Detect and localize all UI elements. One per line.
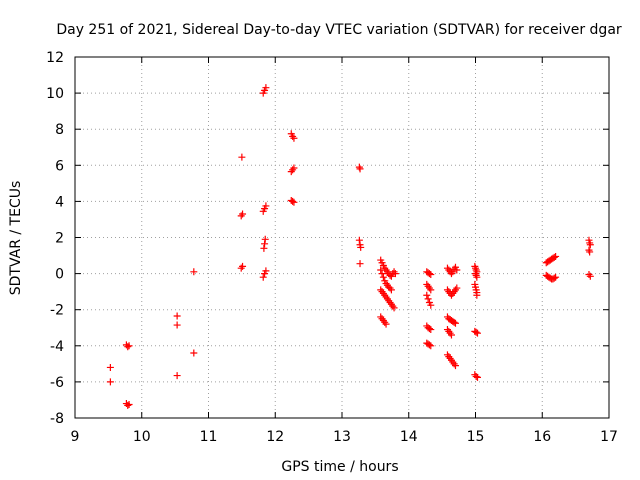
x-tick-label: 17	[600, 429, 618, 445]
data-point	[586, 241, 594, 249]
data-point	[387, 286, 395, 294]
y-tick-label: -6	[50, 375, 64, 391]
data-point	[125, 342, 133, 350]
data-point	[425, 341, 433, 349]
data-point	[473, 291, 481, 299]
y-tick-label: -2	[50, 303, 64, 319]
data-point	[424, 295, 432, 303]
data-point	[427, 342, 435, 350]
data-point	[427, 271, 435, 279]
x-tick-label: 16	[533, 429, 551, 445]
data-points	[106, 84, 594, 409]
data-point	[425, 270, 433, 278]
data-point	[552, 273, 560, 281]
data-point	[427, 301, 435, 309]
chart-title: Day 251 of 2021, Sidereal Day-to-day VTE…	[56, 22, 622, 38]
data-point	[451, 362, 459, 370]
data-point	[427, 326, 435, 334]
x-tick-label: 13	[333, 429, 351, 445]
data-point	[391, 270, 399, 278]
data-point	[357, 243, 365, 251]
data-point	[262, 267, 270, 275]
data-point	[289, 197, 297, 205]
x-tick-label: 14	[400, 429, 418, 445]
y-tick-label: 0	[55, 267, 64, 283]
data-point	[173, 372, 181, 380]
y-axis-title: SDTVAR / TECUs	[8, 181, 24, 296]
y-tick-label: 2	[55, 231, 64, 247]
data-point	[290, 164, 298, 172]
data-point	[378, 270, 386, 278]
data-point	[239, 210, 247, 218]
data-point	[173, 321, 181, 329]
data-point	[106, 363, 114, 371]
data-point	[472, 372, 480, 380]
y-tick-label: -4	[50, 339, 64, 355]
data-point	[261, 235, 269, 243]
data-point	[450, 318, 458, 326]
data-point	[190, 268, 198, 276]
data-point	[173, 312, 181, 320]
x-tick-label: 10	[133, 429, 151, 445]
data-point	[239, 262, 247, 270]
y-tick-label: 6	[55, 158, 64, 174]
data-point	[390, 304, 398, 312]
data-point	[474, 373, 482, 381]
data-point	[427, 286, 435, 294]
data-point	[453, 266, 461, 274]
data-point	[125, 400, 133, 408]
data-point	[238, 153, 246, 161]
y-tick-label: 10	[46, 86, 64, 102]
data-point	[190, 349, 198, 357]
data-point	[453, 284, 461, 292]
data-point	[425, 325, 433, 333]
plot-frame	[74, 56, 610, 419]
data-point	[355, 236, 363, 244]
y-tick-label: 8	[55, 122, 64, 138]
grid	[75, 57, 609, 418]
data-point	[423, 291, 431, 299]
data-point	[290, 198, 298, 206]
data-point	[447, 331, 455, 339]
data-point	[586, 272, 594, 280]
data-point	[356, 260, 364, 268]
data-point	[124, 401, 132, 409]
x-tick-label: 12	[266, 429, 284, 445]
data-point	[472, 328, 480, 336]
data-point	[261, 240, 269, 248]
data-point	[473, 273, 481, 281]
x-axis-title: GPS time / hours	[281, 459, 398, 475]
x-tick-label: 15	[467, 429, 485, 445]
data-point	[552, 252, 560, 260]
data-point	[262, 84, 270, 92]
data-point	[106, 378, 114, 386]
y-tick-label: 4	[55, 194, 64, 210]
data-point	[550, 274, 558, 282]
data-point	[586, 248, 594, 256]
data-point	[290, 134, 298, 142]
data-point	[377, 266, 385, 274]
data-point	[262, 202, 270, 210]
data-point	[379, 273, 387, 281]
y-tick-label: 12	[46, 50, 64, 66]
data-point	[356, 165, 364, 173]
data-point	[259, 273, 267, 281]
x-tick-label: 9	[71, 429, 80, 445]
x-tick-label: 11	[200, 429, 218, 445]
y-tick-label: -8	[50, 411, 64, 427]
data-point	[260, 244, 268, 252]
data-point	[550, 253, 558, 261]
y-tick-labels: -8 -6 -4 -2 0 2 4 6 8 10 12	[46, 50, 64, 427]
data-point	[124, 343, 132, 351]
data-point	[451, 319, 459, 327]
data-point	[382, 320, 390, 328]
x-tick-labels: 9 10 11 12 13 14 15 16 17	[71, 429, 618, 445]
data-point	[474, 329, 482, 337]
